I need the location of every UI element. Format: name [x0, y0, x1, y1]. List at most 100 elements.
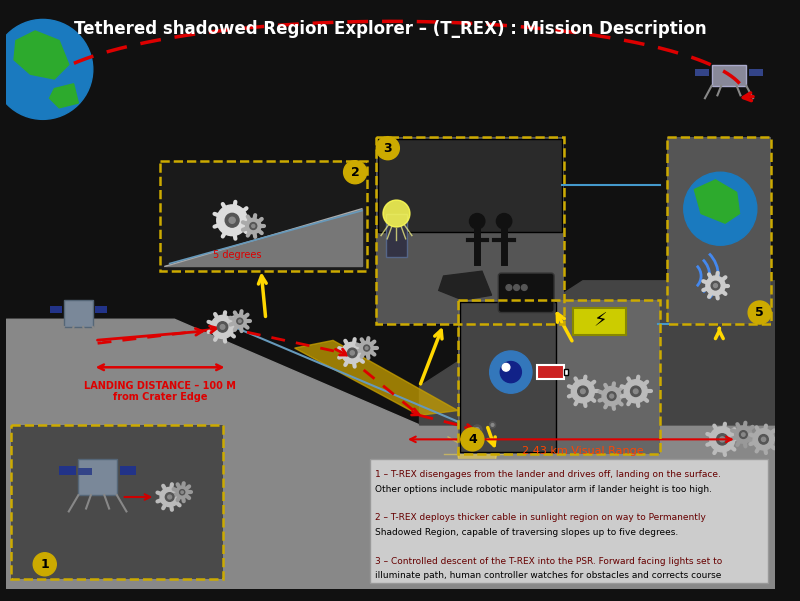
FancyBboxPatch shape — [50, 306, 62, 313]
Circle shape — [360, 341, 374, 355]
Circle shape — [347, 348, 357, 358]
FancyBboxPatch shape — [386, 213, 407, 257]
Polygon shape — [6, 319, 775, 589]
FancyBboxPatch shape — [78, 459, 117, 495]
Polygon shape — [438, 271, 491, 300]
Circle shape — [168, 495, 171, 499]
Text: 2: 2 — [350, 166, 359, 178]
FancyBboxPatch shape — [458, 300, 660, 454]
Text: 3 – Controlled descent of the T-REX into the PSR. Forward facing lights set to: 3 – Controlled descent of the T-REX into… — [375, 557, 722, 566]
Circle shape — [350, 351, 354, 355]
Text: 5: 5 — [755, 306, 764, 319]
Circle shape — [220, 325, 225, 329]
Circle shape — [179, 490, 185, 495]
Circle shape — [502, 364, 510, 371]
FancyBboxPatch shape — [94, 306, 107, 313]
Circle shape — [684, 172, 757, 245]
Text: Tethered shadowed Region Explorer – (T_REX) : Mission Description: Tethered shadowed Region Explorer – (T_R… — [74, 20, 707, 38]
Circle shape — [500, 362, 522, 383]
Circle shape — [720, 437, 725, 442]
Text: 2.43 km Visual Range: 2.43 km Visual Range — [522, 446, 644, 456]
Circle shape — [376, 136, 399, 160]
Text: 2 – T-REX deploys thicker cable in sunlight region on way to Permanently: 2 – T-REX deploys thicker cable in sunli… — [375, 513, 706, 522]
Circle shape — [250, 222, 257, 230]
Circle shape — [762, 438, 766, 442]
Circle shape — [229, 217, 235, 224]
Text: 5 degrees: 5 degrees — [213, 250, 262, 260]
Circle shape — [364, 345, 370, 351]
FancyBboxPatch shape — [564, 369, 569, 375]
Circle shape — [624, 380, 647, 403]
Circle shape — [473, 425, 482, 435]
FancyBboxPatch shape — [667, 136, 771, 324]
FancyBboxPatch shape — [160, 160, 366, 271]
Circle shape — [571, 380, 594, 403]
Text: 1 – T-REX disengages from the lander and drives off, landing on the surface.: 1 – T-REX disengages from the lander and… — [375, 470, 721, 479]
Circle shape — [630, 386, 641, 397]
FancyBboxPatch shape — [378, 139, 562, 232]
Text: Shadowed Region, capable of traversing slopes up to five degrees.: Shadowed Region, capable of traversing s… — [375, 528, 678, 537]
Polygon shape — [50, 84, 78, 108]
Circle shape — [496, 213, 512, 229]
Circle shape — [475, 428, 479, 432]
Circle shape — [607, 392, 616, 400]
Polygon shape — [419, 281, 775, 425]
FancyBboxPatch shape — [78, 468, 92, 475]
Polygon shape — [14, 31, 69, 79]
Circle shape — [252, 225, 255, 228]
Circle shape — [160, 487, 179, 507]
Circle shape — [506, 285, 512, 290]
FancyBboxPatch shape — [712, 64, 746, 86]
Text: 3: 3 — [383, 142, 392, 154]
Circle shape — [226, 213, 239, 227]
Circle shape — [490, 351, 532, 393]
FancyBboxPatch shape — [537, 365, 564, 379]
Circle shape — [581, 389, 585, 394]
Circle shape — [522, 285, 527, 290]
Circle shape — [217, 205, 247, 236]
Polygon shape — [694, 180, 739, 223]
Circle shape — [486, 418, 499, 432]
FancyBboxPatch shape — [64, 300, 93, 327]
Text: Other options include robotic manipulator arm if lander height is too high.: Other options include robotic manipulato… — [375, 484, 712, 493]
Circle shape — [710, 427, 734, 452]
Circle shape — [490, 422, 495, 428]
Text: LANDING DISTANCE – 100 M
from Crater Edge: LANDING DISTANCE – 100 M from Crater Edg… — [84, 380, 236, 402]
Circle shape — [383, 200, 410, 227]
Circle shape — [758, 435, 768, 444]
Text: 1: 1 — [40, 558, 49, 571]
Circle shape — [578, 386, 588, 397]
Circle shape — [0, 19, 93, 120]
Circle shape — [237, 318, 243, 324]
FancyBboxPatch shape — [749, 69, 762, 76]
Circle shape — [714, 284, 718, 287]
Circle shape — [466, 419, 488, 441]
Circle shape — [233, 314, 246, 328]
Circle shape — [218, 322, 228, 332]
Circle shape — [748, 301, 771, 324]
Circle shape — [706, 276, 725, 295]
Text: 4: 4 — [468, 433, 477, 446]
FancyBboxPatch shape — [376, 136, 564, 324]
Circle shape — [634, 389, 638, 394]
FancyBboxPatch shape — [695, 69, 709, 76]
Circle shape — [238, 320, 241, 323]
Circle shape — [366, 347, 368, 349]
Circle shape — [739, 431, 747, 439]
Circle shape — [181, 491, 183, 493]
FancyBboxPatch shape — [574, 308, 626, 335]
Circle shape — [742, 433, 745, 436]
Circle shape — [610, 394, 614, 398]
FancyBboxPatch shape — [120, 466, 136, 475]
Circle shape — [491, 424, 494, 426]
Circle shape — [166, 493, 174, 501]
FancyBboxPatch shape — [59, 466, 75, 475]
Circle shape — [344, 160, 366, 184]
FancyBboxPatch shape — [370, 459, 768, 584]
FancyBboxPatch shape — [498, 273, 554, 313]
Circle shape — [711, 281, 720, 290]
Circle shape — [602, 386, 622, 406]
Text: illuminate path, human controller watches for obstacles and corrects course: illuminate path, human controller watche… — [375, 571, 722, 580]
Circle shape — [717, 434, 728, 445]
FancyBboxPatch shape — [460, 302, 556, 452]
